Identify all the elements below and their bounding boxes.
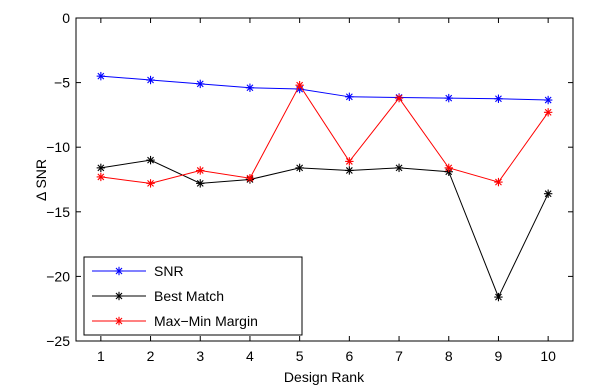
data-point	[196, 79, 205, 89]
legend-marker	[114, 266, 124, 276]
series-max-min-margin	[96, 80, 553, 188]
legend-marker	[114, 316, 124, 326]
data-point	[96, 163, 106, 173]
y-tick-label: −10	[46, 139, 70, 155]
data-point	[196, 179, 205, 188]
x-tick-label: 1	[97, 348, 105, 364]
data-point	[295, 163, 304, 173]
x-tick-label: 7	[395, 348, 403, 364]
legend-item: Max−Min Margin	[92, 313, 258, 329]
series-line	[100, 84, 549, 184]
legend-marker	[114, 291, 124, 301]
data-point	[345, 157, 354, 166]
data-point	[345, 92, 354, 102]
legend: SNR Best Match Max−Min Margin	[83, 256, 303, 336]
series-line	[100, 159, 549, 299]
data-point	[394, 93, 404, 103]
data-point	[146, 75, 155, 85]
data-point	[494, 94, 503, 103]
y-tick-label: 0	[62, 10, 70, 26]
y-tick-label: −20	[46, 268, 70, 284]
data-point	[146, 155, 155, 165]
data-point	[494, 292, 503, 302]
data-point	[444, 93, 453, 103]
data-point	[345, 166, 354, 175]
data-point	[196, 166, 205, 175]
legend-label: Max−Min Margin	[154, 313, 258, 329]
x-tick-label: 5	[296, 348, 304, 364]
y-tick-label: −25	[46, 333, 70, 349]
data-point	[146, 179, 155, 188]
plot-frame	[75, 17, 574, 342]
x-tick-label: 9	[495, 348, 503, 364]
x-tick-label: 8	[445, 348, 453, 364]
x-tick-label: 3	[196, 348, 204, 364]
series-line	[100, 75, 549, 101]
x-tick-label: 6	[345, 348, 353, 364]
x-tick-labels: 1 2 3 4 5 6 7 8 9 10	[97, 348, 556, 364]
y-tick-label: −15	[46, 204, 70, 220]
x-tick-label: 10	[540, 348, 556, 364]
data-point	[543, 108, 553, 117]
data-point	[245, 174, 255, 183]
data-point	[394, 163, 404, 173]
x-axis-label: Design Rank	[284, 369, 365, 385]
legend-item: Best Match	[92, 288, 224, 304]
x-tick-label: 2	[147, 348, 155, 364]
data-point	[494, 177, 503, 187]
legend-label: SNR	[154, 263, 184, 279]
data-point	[543, 95, 553, 105]
series-snr	[96, 71, 553, 105]
legend-item: SNR	[92, 263, 184, 279]
data-point	[543, 189, 553, 198]
y-tick-labels: 0 −5 −10 −15 −20 −25	[46, 10, 70, 349]
data-point	[245, 83, 255, 92]
series-layer	[96, 71, 553, 302]
data-point	[96, 71, 106, 81]
y-tick-label: −5	[54, 75, 70, 91]
data-point	[295, 80, 304, 90]
x-tick-label: 4	[246, 348, 254, 364]
y-axis-label: Δ SNR	[33, 159, 49, 201]
legend-label: Best Match	[154, 288, 224, 304]
data-point	[444, 163, 453, 173]
data-point	[96, 172, 106, 182]
